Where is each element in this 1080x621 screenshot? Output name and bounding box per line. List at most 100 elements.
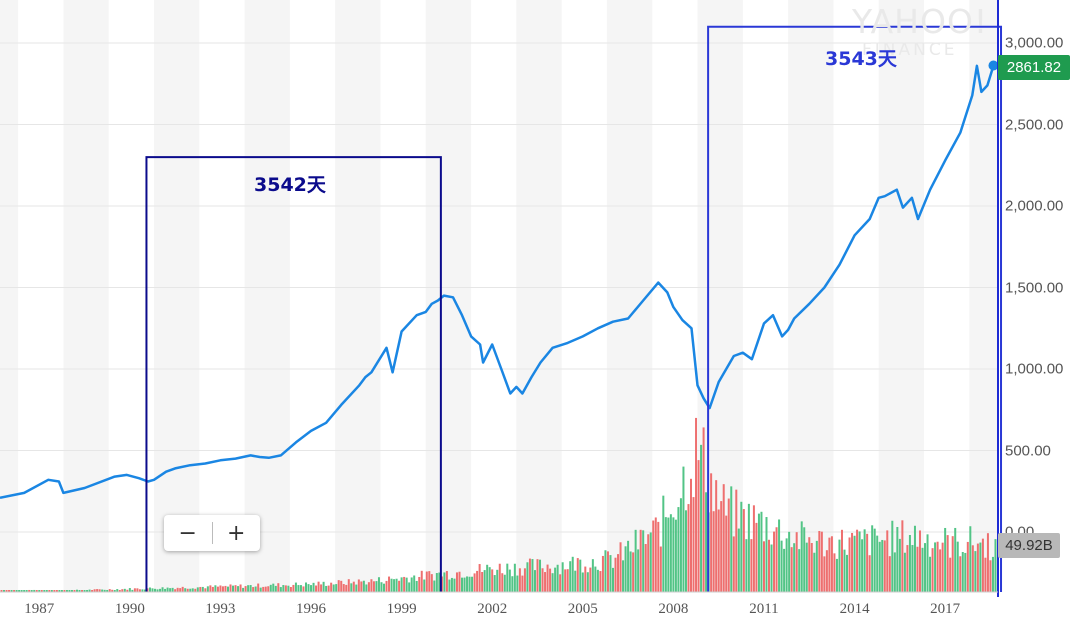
volume-bar [141, 589, 144, 592]
volume-bar [70, 590, 73, 592]
x-tick-label: 1987 [24, 601, 55, 617]
zoom-in-button[interactable]: + [227, 520, 246, 546]
volume-bar [43, 590, 46, 592]
volume-bar [443, 572, 446, 592]
volume-bar [903, 552, 906, 592]
volume-bar [511, 576, 514, 592]
volume-bar [430, 574, 433, 592]
volume-bar [594, 566, 597, 592]
volume-bar [740, 501, 743, 592]
volume-bar [478, 564, 481, 592]
volume-bar [866, 533, 869, 592]
volume-bar [929, 556, 932, 592]
volume-bar [284, 585, 287, 592]
volume-bar [113, 590, 116, 592]
volume-bar [934, 542, 937, 592]
volume-bar [695, 417, 698, 592]
volume-bar [403, 576, 406, 592]
volume-bar [498, 563, 501, 592]
zoom-out-button[interactable]: − [178, 520, 197, 546]
volume-bar [53, 590, 56, 592]
volume-bar [848, 537, 851, 592]
volume-bar [322, 581, 325, 592]
x-tick-label: 1990 [114, 601, 145, 617]
volume-bar [224, 585, 227, 592]
x-tick-label: 1993 [205, 601, 236, 617]
volume-bar [196, 587, 199, 592]
alternating-year-bands [0, 0, 998, 592]
volume-bar [252, 587, 255, 592]
volume-bar [586, 572, 589, 592]
volume-bar [606, 551, 609, 592]
volume-bar [60, 590, 63, 592]
volume-bar [576, 558, 579, 592]
volume-bar [143, 589, 146, 592]
volume-bar [911, 545, 914, 592]
volume-bar [257, 583, 260, 592]
annotation-box [145, 156, 442, 592]
volume-bar [352, 581, 355, 592]
volume-bar [725, 515, 728, 592]
volume-bar [287, 585, 290, 592]
volume-bar [574, 570, 577, 592]
volume-bar [471, 576, 474, 592]
volume-bar [58, 590, 61, 592]
volume-bar [35, 590, 38, 592]
volume-bar [458, 571, 461, 592]
volume-bar [493, 575, 496, 592]
price-line [0, 64, 995, 500]
volume-bar [433, 580, 436, 592]
volume-bar [20, 590, 23, 592]
volume-bar [221, 586, 224, 592]
volume-bar [828, 537, 831, 592]
volume-bar [830, 536, 833, 592]
volume-bar [981, 538, 984, 592]
volume-bar [617, 554, 620, 592]
volume-bar [299, 585, 302, 592]
year-band [697, 0, 743, 592]
x-tick-label: 2017 [930, 601, 961, 617]
volume-bar [310, 585, 313, 592]
volume-bar [803, 527, 806, 592]
volume-bar [435, 573, 438, 592]
volume-bar [775, 527, 778, 592]
volume-bar [463, 577, 466, 592]
volume-bar [508, 569, 511, 592]
volume-bar [450, 577, 453, 592]
volume-bar [659, 546, 662, 592]
volume-bar [571, 556, 574, 592]
volume-bar [126, 589, 129, 592]
volume-bar [596, 569, 599, 592]
watermark-yahoo: YAHOO! [852, 2, 989, 41]
volume-bar [720, 501, 723, 592]
x-tick-label: 2011 [749, 601, 779, 617]
volume-bar [277, 583, 280, 592]
volume-bar [304, 582, 307, 592]
volume-bar [362, 580, 365, 592]
year-band [878, 0, 925, 592]
volume-bar [136, 588, 139, 592]
annotation-box [707, 25, 1003, 592]
volume-bar [840, 529, 843, 592]
volume-bar [712, 511, 715, 592]
volume-bar [700, 444, 703, 592]
volume-bar [247, 585, 250, 592]
volume-bar [461, 577, 464, 592]
y-tick-label: 1,500.00 [1005, 279, 1064, 296]
volume-bar [798, 549, 801, 592]
volume-bar [239, 584, 242, 592]
volume-bar [913, 525, 916, 592]
volume-bar [561, 562, 564, 592]
volume-bar [858, 531, 861, 592]
volume-bar [737, 528, 740, 592]
volume-bar [169, 588, 172, 592]
y-tick-label: 500.00 [1005, 442, 1051, 459]
volume-bar [908, 534, 911, 592]
volume-bar [93, 589, 96, 592]
volume-bar [18, 590, 21, 592]
x-tick-label: 1999 [386, 601, 417, 617]
y-tick-label: 2,000.00 [1005, 197, 1064, 215]
volume-bar [83, 590, 86, 592]
volume-bar [96, 589, 99, 592]
volume-bar [294, 582, 297, 592]
